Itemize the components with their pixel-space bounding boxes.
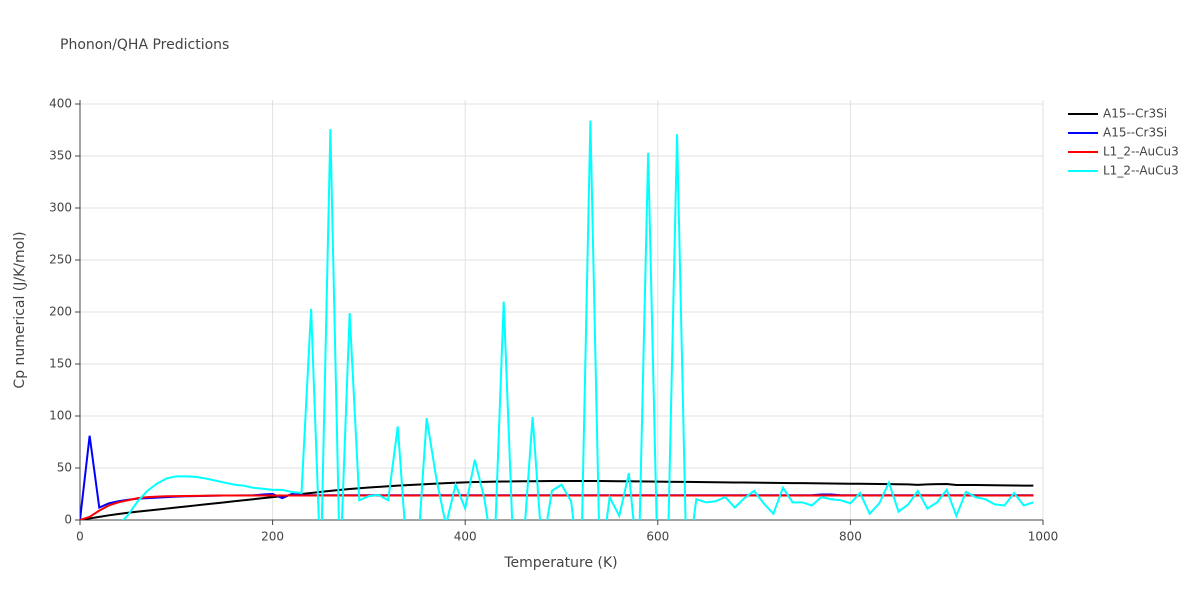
y-tick-label: 400 <box>49 97 72 111</box>
y-tick-label: 50 <box>57 461 72 475</box>
x-tick-label: 200 <box>261 530 284 544</box>
legend-label: L1_2--AuCu3 <box>1103 145 1179 159</box>
y-tick-label: 150 <box>49 357 72 371</box>
y-tick-label: 200 <box>49 305 72 319</box>
legend: A15--Cr3Si A15--Cr3Si L1_2--AuCu3 L1_2--AuC… <box>1068 107 1179 178</box>
y-tick-label: 300 <box>49 201 72 215</box>
series-line <box>121 120 1034 520</box>
series-line <box>80 494 1034 520</box>
x-axis-label: Temperature (K) <box>503 555 617 571</box>
y-tick-label: 350 <box>49 149 72 163</box>
x-tick-label: 0 <box>76 530 84 544</box>
y-axis-label: Cp numerical (J/K/mol) <box>12 231 28 388</box>
y-tick-label: 0 <box>64 513 72 527</box>
series-line <box>80 480 1034 520</box>
y-tick-label: 100 <box>49 409 72 423</box>
legend-label: A15--Cr3Si <box>1103 126 1167 140</box>
x-tick-label: 400 <box>454 530 477 544</box>
y-tick-label: 250 <box>49 253 72 267</box>
legend-label: L1_2--AuCu3 <box>1103 164 1179 178</box>
grid: 0 200 400 600 800 1000 0 50 100 150 200 250 300 350 40… <box>49 97 1058 544</box>
series-line <box>80 435 1034 520</box>
x-tick-label: 600 <box>646 530 669 544</box>
x-tick-label: 1000 <box>1028 530 1059 544</box>
legend-label: A15--Cr3Si <box>1103 107 1167 121</box>
plot-area <box>80 120 1034 520</box>
x-tick-label: 800 <box>839 530 862 544</box>
chart-title: Phonon/QHA Predictions <box>60 37 229 53</box>
